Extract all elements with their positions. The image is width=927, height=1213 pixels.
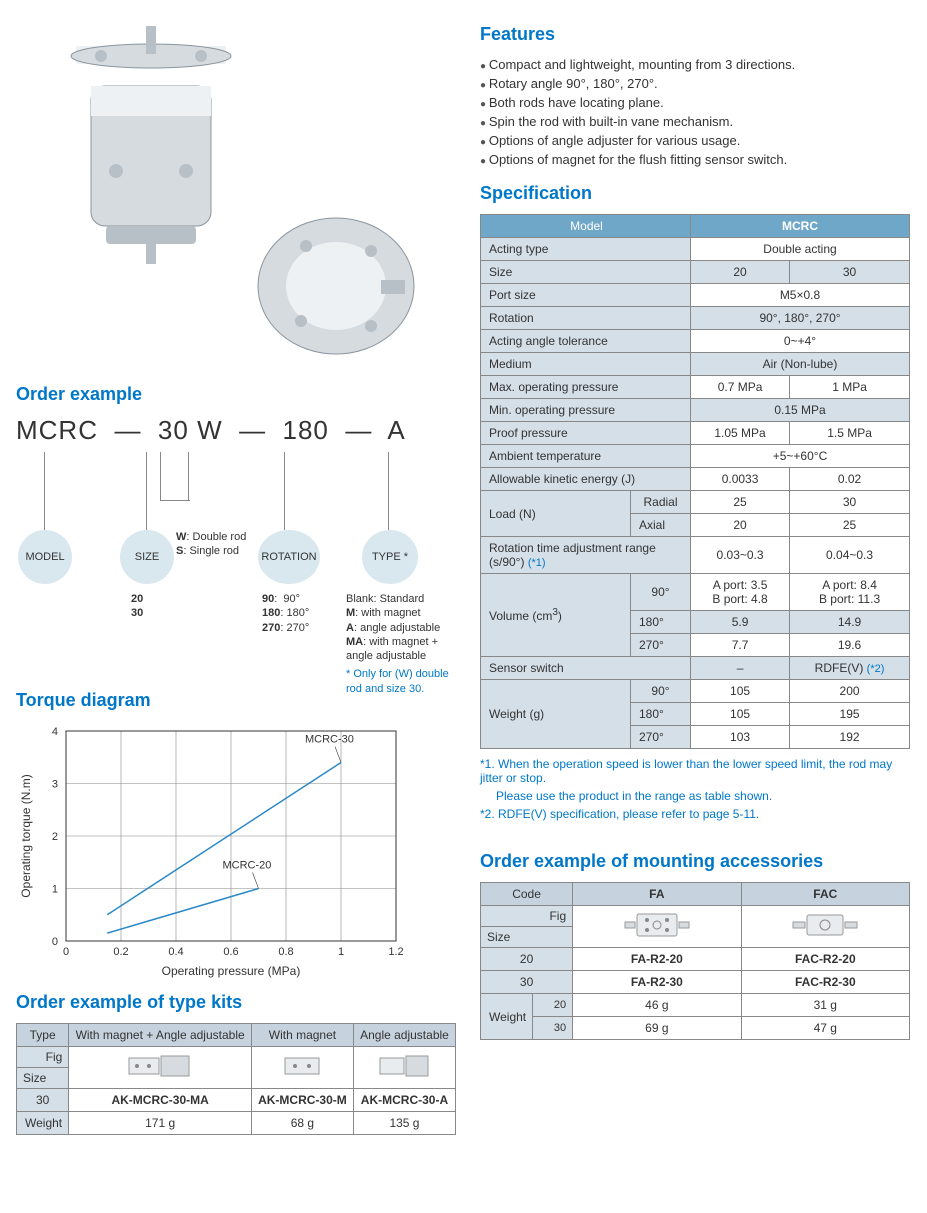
svg-text:MCRC-30: MCRC-30 bbox=[305, 734, 354, 746]
order-code: MCRC — 30 W — 180 — A bbox=[16, 415, 456, 446]
actuator-base-image bbox=[236, 196, 436, 386]
svg-text:Operating pressure (MPa): Operating pressure (MPa) bbox=[162, 964, 301, 978]
svg-text:0: 0 bbox=[52, 936, 58, 948]
pill-rotation: ROTATION bbox=[258, 530, 320, 584]
features-list: Compact and lightweight, mounting from 3… bbox=[480, 55, 910, 169]
order-diagram: MODEL SIZE ROTATION TYPE * 2030 W: Doubl… bbox=[16, 452, 456, 682]
pill-size: SIZE bbox=[120, 530, 174, 584]
features-heading: Features bbox=[480, 24, 910, 45]
svg-text:0.4: 0.4 bbox=[168, 946, 183, 958]
order-code-rod: W bbox=[197, 415, 223, 445]
svg-text:0.8: 0.8 bbox=[278, 946, 293, 958]
feature-item: Options of angle adjuster for various us… bbox=[480, 131, 910, 150]
svg-text:2: 2 bbox=[52, 831, 58, 843]
pill-model: MODEL bbox=[18, 530, 72, 584]
svg-text:0: 0 bbox=[63, 946, 69, 958]
spec-footnotes: *1. When the operation speed is lower th… bbox=[480, 757, 910, 821]
mounting-heading: Order example of mounting accessories bbox=[480, 851, 910, 872]
svg-text:4: 4 bbox=[52, 726, 58, 738]
svg-text:1: 1 bbox=[52, 884, 58, 896]
torque-chart: 0 0.2 0.4 0.6 0.8 1 1.2 0 1 2 3 4 MCRC-30 MCRC-20 Oper… bbox=[16, 721, 416, 981]
feature-item: Spin the rod with built-in vane mechanis… bbox=[480, 112, 910, 131]
spec-heading: Specification bbox=[480, 183, 910, 204]
svg-text:Operating torque (N.m): Operating torque (N.m) bbox=[19, 774, 33, 897]
feature-item: Options of magnet for the flush fitting … bbox=[480, 150, 910, 169]
type-kits-table: Type With magnet + Angle adjustable With… bbox=[16, 1023, 456, 1135]
product-photo bbox=[16, 16, 416, 376]
svg-text:0.2: 0.2 bbox=[113, 946, 128, 958]
feature-item: Both rods have locating plane. bbox=[480, 93, 910, 112]
order-example-heading: Order example bbox=[16, 384, 456, 405]
spec-table: ModelMCRC Acting typeDouble acting Size2… bbox=[480, 214, 910, 749]
mount-fig-icon bbox=[573, 906, 741, 948]
order-code-rotation: 180 bbox=[283, 415, 329, 445]
svg-text:MCRC-20: MCRC-20 bbox=[223, 860, 272, 872]
order-code-model: MCRC bbox=[16, 415, 98, 445]
actuator-flange-image bbox=[46, 26, 256, 286]
svg-text:1: 1 bbox=[338, 946, 344, 958]
order-code-type: A bbox=[387, 415, 405, 445]
order-code-size: 30 bbox=[158, 415, 189, 445]
kit-fig-icon bbox=[251, 1047, 353, 1089]
svg-text:3: 3 bbox=[52, 779, 58, 791]
feature-item: Compact and lightweight, mounting from 3… bbox=[480, 55, 910, 74]
type-kits-heading: Order example of type kits bbox=[16, 992, 456, 1013]
mounting-table: CodeFAFAC Fig Size 20FA-R2-20FAC-R2-20 3… bbox=[480, 882, 910, 1040]
mount-fig-icon bbox=[741, 906, 909, 948]
svg-text:1.2: 1.2 bbox=[388, 946, 403, 958]
svg-text:0.6: 0.6 bbox=[223, 946, 238, 958]
feature-item: Rotary angle 90°, 180°, 270°. bbox=[480, 74, 910, 93]
pill-type: TYPE * bbox=[362, 530, 418, 584]
type-note: * Only for (W) double rod and size 30. bbox=[346, 667, 466, 696]
kit-fig-icon bbox=[69, 1047, 252, 1089]
kit-fig-icon bbox=[353, 1047, 455, 1089]
